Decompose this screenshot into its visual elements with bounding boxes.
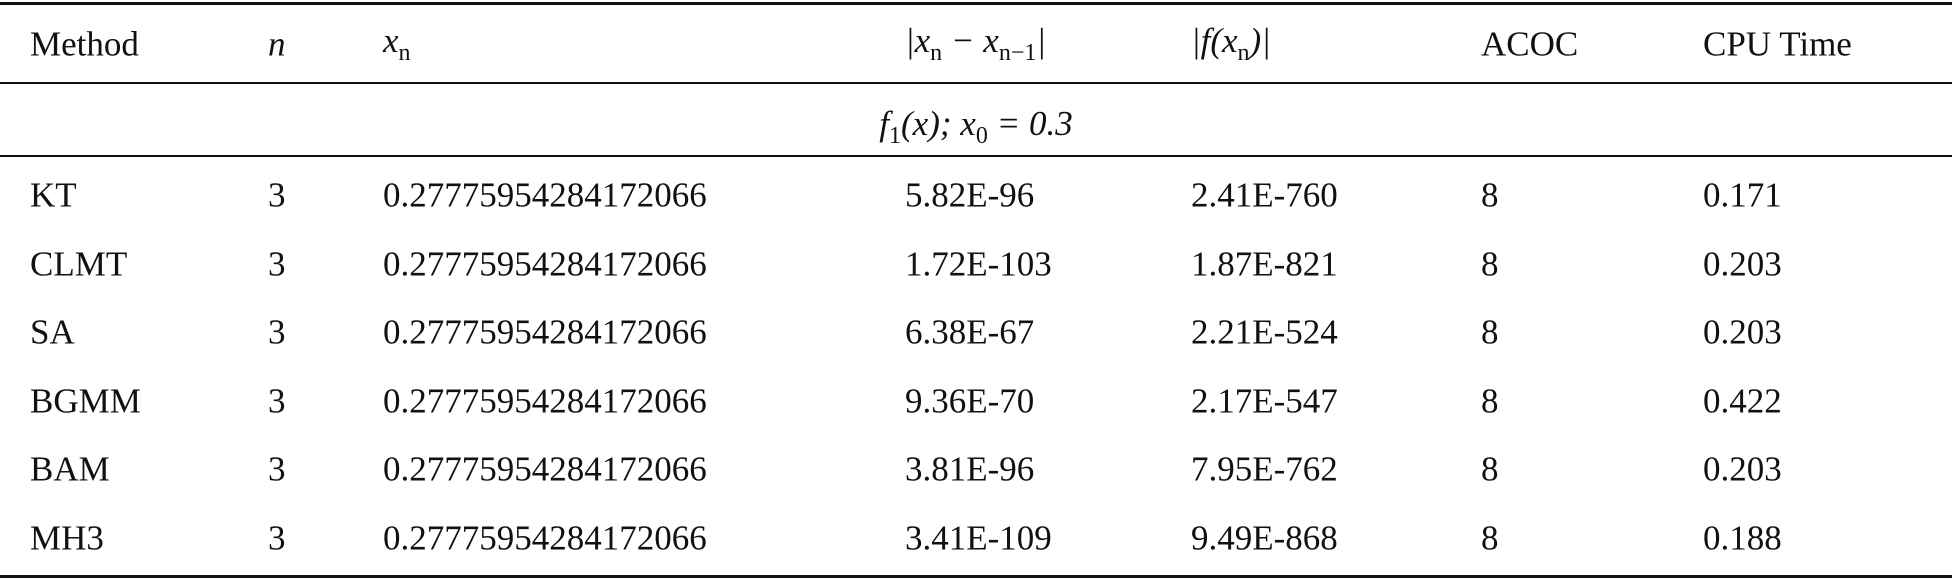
header-cell: |f(xn)| bbox=[1191, 23, 1271, 65]
table-cell: 8 bbox=[1481, 244, 1499, 284]
section-rule bbox=[0, 155, 1952, 157]
header-cell: ACOC bbox=[1481, 27, 1578, 62]
table-cell: 2.17E-547 bbox=[1191, 381, 1338, 421]
table-cell: 2.41E-760 bbox=[1191, 175, 1338, 215]
subscript: n bbox=[398, 40, 411, 66]
subscript: n−1 bbox=[998, 40, 1037, 66]
table-cell: 9.36E-70 bbox=[905, 381, 1035, 421]
header-cell: |xn − xn−1| bbox=[905, 23, 1046, 65]
table-cell: 5.82E-96 bbox=[905, 175, 1035, 215]
header-rule bbox=[0, 82, 1952, 84]
header-cell: n bbox=[268, 27, 286, 62]
math-text: f bbox=[879, 104, 890, 143]
section-label: f1(x); x0 = 0.3 bbox=[879, 106, 1072, 148]
math-text: |x bbox=[905, 21, 931, 60]
table-cell: 8 bbox=[1481, 449, 1499, 489]
table-cell: 3.41E-109 bbox=[905, 518, 1052, 558]
math-text: − x bbox=[942, 21, 999, 60]
math-text: Method bbox=[30, 24, 139, 64]
table-cell: 0.203 bbox=[1703, 312, 1782, 352]
math-text: )| bbox=[1249, 21, 1271, 60]
table-cell: 8 bbox=[1481, 381, 1499, 421]
table-cell: SA bbox=[30, 312, 75, 352]
table-cell: 9.49E-868 bbox=[1191, 518, 1338, 558]
table-cell: 3 bbox=[268, 244, 286, 284]
table-cell: 0.422 bbox=[1703, 381, 1782, 421]
math-text: n bbox=[268, 24, 286, 64]
table-cell: 0.188 bbox=[1703, 518, 1782, 558]
math-text: CPU Time bbox=[1703, 24, 1852, 64]
header-cell: xn bbox=[383, 23, 411, 65]
header-cell: CPU Time bbox=[1703, 27, 1852, 62]
table-cell: 0.171 bbox=[1703, 175, 1782, 215]
math-text: (x); x bbox=[901, 104, 976, 143]
table-cell: 6.38E-67 bbox=[905, 312, 1035, 352]
table-cell: BAM bbox=[30, 449, 110, 489]
table-cell: KT bbox=[30, 175, 77, 215]
table-cell: 7.95E-762 bbox=[1191, 449, 1338, 489]
table-cell: 8 bbox=[1481, 312, 1499, 352]
table-cell: 3 bbox=[268, 175, 286, 215]
math-text: = 0.3 bbox=[987, 104, 1073, 143]
math-text: |f(x bbox=[1191, 21, 1238, 60]
subscript: n bbox=[930, 40, 943, 66]
table-cell: 3.81E-96 bbox=[905, 449, 1035, 489]
table-cell: BGMM bbox=[30, 381, 141, 421]
bottom-rule bbox=[0, 575, 1952, 578]
table-cell: 0.27775954284172066 bbox=[383, 175, 707, 215]
table-cell: 0.203 bbox=[1703, 244, 1782, 284]
math-text: ACOC bbox=[1481, 24, 1579, 64]
table-cell: 0.27775954284172066 bbox=[383, 381, 707, 421]
subscript: 0 bbox=[975, 123, 988, 149]
table-cell: CLMT bbox=[30, 244, 128, 284]
table-cell: 0.27775954284172066 bbox=[383, 518, 707, 558]
table-cell: 1.87E-821 bbox=[1191, 244, 1338, 284]
table-cell: 0.27775954284172066 bbox=[383, 244, 707, 284]
table-cell: 1.72E-103 bbox=[905, 244, 1052, 284]
table-cell: 0.203 bbox=[1703, 449, 1782, 489]
table-cell: 8 bbox=[1481, 175, 1499, 215]
table-cell: 0.27775954284172066 bbox=[383, 449, 707, 489]
table-cell: 8 bbox=[1481, 518, 1499, 558]
table-cell: 3 bbox=[268, 381, 286, 421]
table-cell: 3 bbox=[268, 518, 286, 558]
subscript: n bbox=[1237, 40, 1250, 66]
subscript: 1 bbox=[889, 123, 902, 149]
table-cell: 3 bbox=[268, 312, 286, 352]
table-cell: MH3 bbox=[30, 518, 104, 558]
math-text: x bbox=[383, 21, 399, 60]
table-cell: 3 bbox=[268, 449, 286, 489]
table-cell: 2.21E-524 bbox=[1191, 312, 1338, 352]
math-text: | bbox=[1036, 21, 1046, 60]
table-cell: 0.27775954284172066 bbox=[383, 312, 707, 352]
header-cell: Method bbox=[30, 27, 139, 62]
top-rule bbox=[0, 2, 1952, 5]
